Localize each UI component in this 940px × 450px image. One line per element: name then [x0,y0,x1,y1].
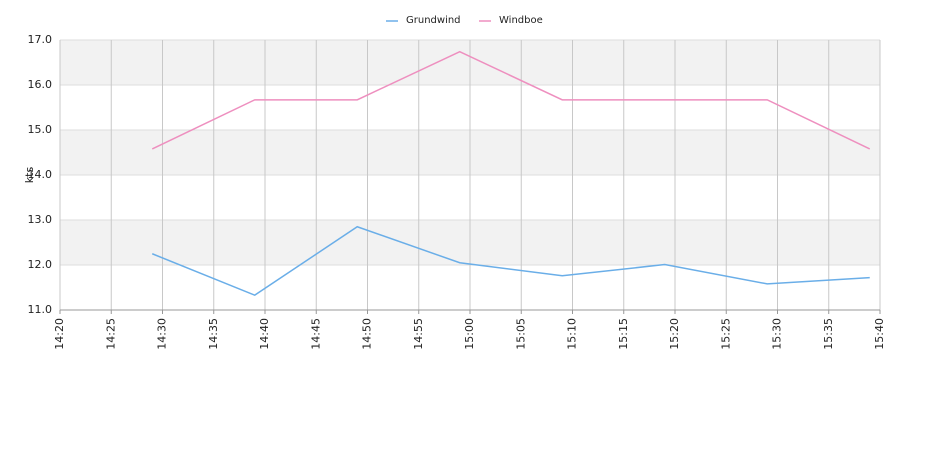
legend-label: Windboe [499,15,543,26]
x-tick-label: 15:05 [514,318,527,350]
x-tick-label: 14:55 [412,318,425,350]
y-axis-label: kts [23,167,36,184]
x-tick-label: 14:20 [53,318,66,350]
x-tick-label: 15:25 [719,318,732,350]
x-tick-label: 14:45 [309,318,322,350]
y-tick-label: 14.0 [28,168,53,181]
legend-label: Grundwind [406,15,461,26]
y-tick-label: 13.0 [28,213,53,226]
y-tick-label: 12.0 [28,258,53,271]
x-tick-label: 14:35 [207,318,220,350]
y-tick-label: 17.0 [28,33,53,46]
x-tick-label: 14:50 [361,318,374,350]
line [151,225,870,296]
x-tick-label: 14:30 [156,318,169,350]
y-tick-label: 15.0 [28,123,53,136]
x-tick-label: 15:15 [617,318,630,350]
x-tick-label: 15:30 [771,318,784,350]
line [151,50,871,150]
x-tick-label: 15:40 [873,318,886,350]
x-tick-label: 14:25 [104,318,117,350]
x-tick-label: 15:00 [463,318,476,350]
x-tick-label: 15:20 [668,318,681,350]
y-tick-label: 16.0 [28,78,53,91]
x-tick-label: 15:35 [822,318,835,350]
x-tick-label: 15:10 [566,318,579,350]
y-tick-label: 11.0 [28,303,53,316]
x-tick-label: 14:40 [258,318,271,350]
